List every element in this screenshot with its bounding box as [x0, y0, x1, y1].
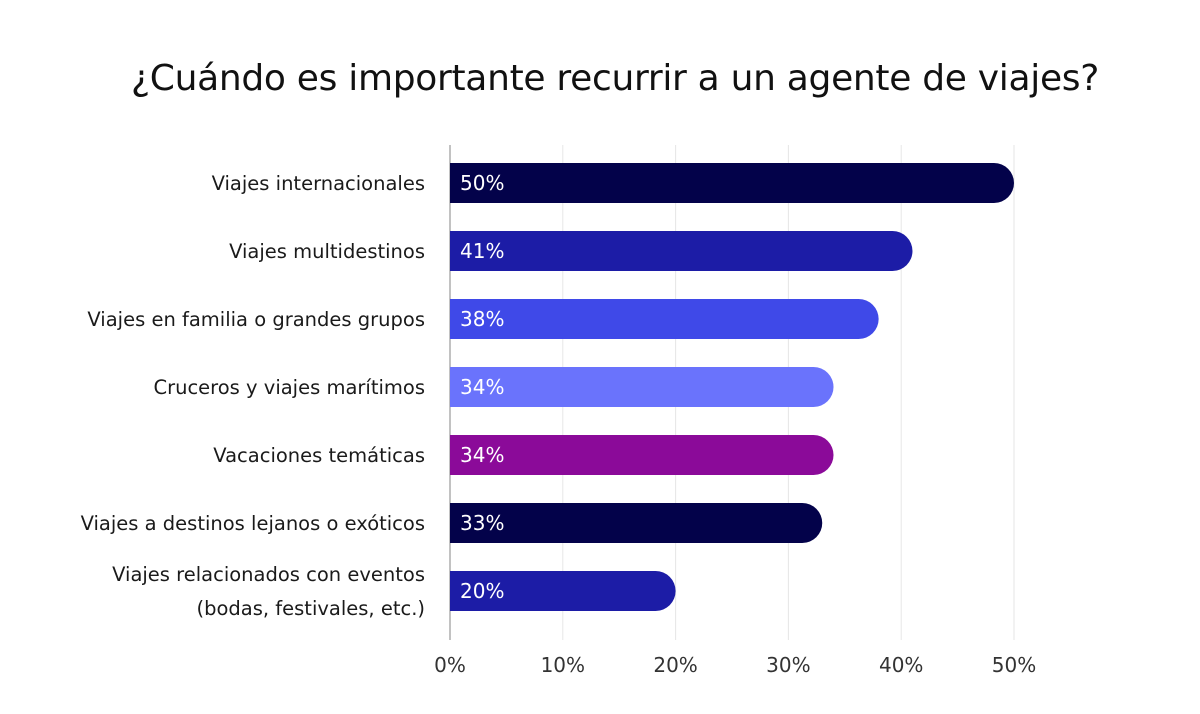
bar [450, 163, 1014, 203]
category-labels: Viajes internacionales Viajes multidestin… [81, 172, 425, 620]
category-label: Vacaciones temáticas [213, 444, 425, 467]
bar [450, 367, 834, 407]
category-label: Cruceros y viajes marítimos [153, 376, 425, 399]
bar-value-label: 33% [460, 511, 504, 535]
bar [450, 435, 834, 475]
category-label: Viajes a destinos lejanos o exóticos [81, 512, 425, 535]
category-label: Viajes relacionados con eventos (bodas, f… [112, 563, 425, 620]
bar [450, 571, 676, 611]
bar-value-label: 20% [460, 579, 504, 603]
bar-value-label: 41% [460, 239, 504, 263]
x-tick-label: 20% [653, 653, 697, 677]
bar [450, 503, 823, 543]
x-tick-label: 10% [541, 653, 585, 677]
category-label: Viajes en familia o grandes grupos [87, 308, 425, 331]
x-tick-label: 40% [879, 653, 923, 677]
bar-value-label: 50% [460, 171, 504, 195]
value-labels: 50% 41% 38% 34% 34% 33% 20% [460, 171, 504, 603]
x-tick-label: 30% [766, 653, 810, 677]
category-label: Viajes internacionales [212, 172, 425, 195]
x-tick-label: 50% [992, 653, 1036, 677]
category-label: Viajes multidestinos [229, 240, 425, 263]
bar [450, 299, 879, 339]
chart-title: ¿Cuándo es importante recurrir a un agen… [130, 58, 1100, 99]
bar-value-label: 34% [460, 375, 504, 399]
bar-value-label: 38% [460, 307, 504, 331]
x-tick-label: 0% [434, 653, 466, 677]
x-axis-ticks: 0% 10% 20% 30% 40% 50% [434, 653, 1036, 677]
bar [450, 231, 913, 271]
bar-value-label: 34% [460, 443, 504, 467]
bars [450, 163, 1014, 611]
